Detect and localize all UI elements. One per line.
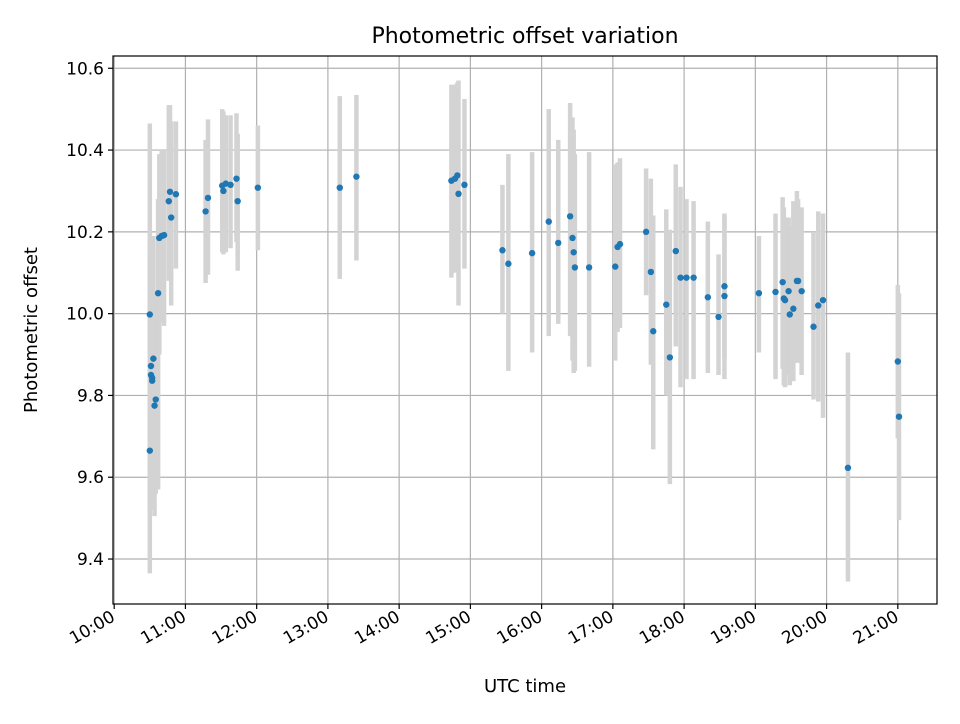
data-point bbox=[167, 214, 175, 221]
data-point bbox=[555, 239, 562, 247]
data-point bbox=[819, 296, 827, 304]
data-point bbox=[815, 302, 822, 309]
data-point bbox=[894, 358, 902, 365]
data-point bbox=[790, 305, 797, 312]
plot-frame bbox=[112, 55, 938, 605]
y-axis-ticks: 9.4 9.6 9.8 10.0 10.2 10.4 10.6 bbox=[66, 59, 113, 570]
data-point bbox=[810, 323, 817, 330]
data-point bbox=[461, 181, 468, 189]
data-point bbox=[172, 191, 180, 198]
data-point bbox=[146, 447, 154, 454]
x-tick-label: 17:00 bbox=[565, 607, 617, 649]
x-tick-label: 10:00 bbox=[66, 607, 118, 649]
data-point bbox=[570, 249, 577, 256]
data-point bbox=[642, 228, 650, 236]
data-point bbox=[663, 301, 670, 308]
data-point bbox=[650, 328, 657, 335]
data-point bbox=[146, 311, 154, 318]
data-point bbox=[616, 240, 624, 248]
x-tick-label: 18:00 bbox=[636, 607, 688, 649]
y-tick-label: 10.6 bbox=[66, 59, 104, 79]
data-point bbox=[721, 292, 728, 300]
data-point bbox=[715, 313, 722, 321]
data-point bbox=[785, 287, 792, 295]
data-point bbox=[781, 296, 789, 304]
x-tick-label: 13:00 bbox=[280, 607, 332, 649]
data-point bbox=[786, 311, 793, 318]
x-axis-label: UTC time bbox=[484, 676, 566, 697]
y-axis-label: Photometric offset bbox=[21, 247, 42, 413]
x-tick-label: 11:00 bbox=[137, 607, 189, 649]
data-point bbox=[545, 218, 552, 225]
x-tick-label: 15:00 bbox=[422, 607, 474, 649]
data-point bbox=[202, 208, 209, 215]
x-tick-label: 21:00 bbox=[850, 607, 902, 649]
x-tick-label: 19:00 bbox=[707, 607, 759, 649]
data-point bbox=[647, 268, 655, 276]
x-axis-ticks: 10:00 11:00 12:00 13:00 14:00 15:00 16:00 17:00… bbox=[66, 604, 902, 649]
data-point bbox=[147, 362, 155, 370]
x-tick-label: 14:00 bbox=[351, 607, 403, 649]
data-point bbox=[204, 194, 212, 202]
data-point bbox=[772, 288, 779, 296]
data-point bbox=[499, 247, 506, 254]
data-point bbox=[528, 249, 536, 257]
data-point bbox=[677, 274, 684, 281]
data-point bbox=[160, 231, 168, 239]
data-point bbox=[704, 294, 712, 301]
data-point bbox=[336, 184, 343, 191]
data-point bbox=[571, 264, 579, 271]
chart-title: Photometric offset variation bbox=[371, 24, 678, 49]
data-point bbox=[690, 274, 697, 281]
y-tick-label: 10.4 bbox=[66, 141, 104, 161]
x-tick-label: 12:00 bbox=[209, 607, 261, 649]
y-tick-label: 9.8 bbox=[77, 386, 104, 406]
data-point bbox=[165, 197, 173, 205]
data-point bbox=[612, 263, 619, 270]
data-point bbox=[220, 187, 227, 195]
y-tick-label: 10.0 bbox=[66, 305, 104, 325]
x-tick-label: 20:00 bbox=[779, 607, 831, 649]
x-tick-label: 16:00 bbox=[494, 607, 546, 649]
data-point bbox=[227, 181, 234, 189]
data-point bbox=[755, 289, 763, 297]
data-point bbox=[585, 264, 593, 271]
data-point bbox=[234, 197, 241, 205]
data-point bbox=[454, 172, 461, 179]
data-point bbox=[254, 184, 262, 191]
data-point bbox=[148, 374, 156, 382]
data-point bbox=[353, 173, 360, 180]
data-point bbox=[794, 277, 802, 285]
data-point bbox=[895, 413, 903, 420]
data-point bbox=[151, 402, 158, 409]
data-point bbox=[566, 213, 574, 220]
y-tick-label: 9.4 bbox=[77, 550, 104, 570]
data-point bbox=[152, 396, 159, 403]
data-point bbox=[779, 278, 786, 286]
y-tick-label: 10.2 bbox=[66, 223, 104, 243]
data-point bbox=[505, 260, 512, 267]
data-point bbox=[154, 289, 162, 297]
data-point bbox=[666, 354, 674, 361]
data-point bbox=[166, 188, 174, 195]
data-point bbox=[569, 234, 576, 242]
data-points bbox=[146, 172, 903, 472]
data-point bbox=[844, 464, 852, 472]
data-point bbox=[672, 247, 679, 255]
data-point bbox=[798, 287, 805, 295]
data-point bbox=[150, 355, 157, 362]
data-point bbox=[721, 283, 728, 290]
data-point bbox=[683, 274, 690, 281]
data-point bbox=[233, 175, 240, 182]
data-point bbox=[455, 190, 462, 198]
y-tick-label: 9.6 bbox=[77, 468, 104, 488]
